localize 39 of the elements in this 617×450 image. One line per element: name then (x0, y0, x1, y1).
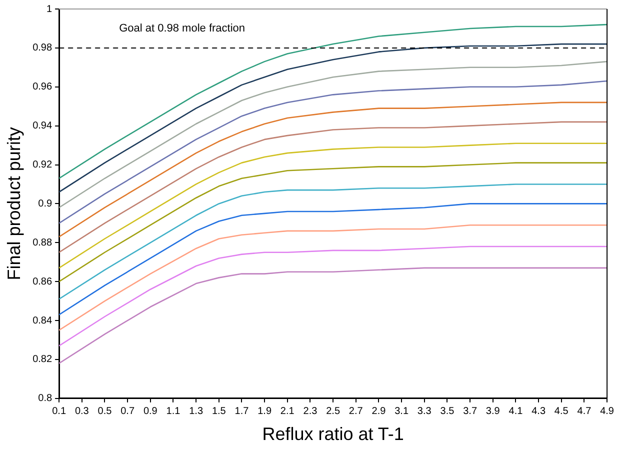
y-tick-label: 0.98 (32, 42, 52, 54)
x-tick-label: 4.7 (577, 406, 592, 418)
x-tick-label: 1.1 (166, 406, 181, 418)
x-tick-label: 0.1 (52, 406, 66, 418)
y-tick-label: 0.88 (32, 237, 52, 248)
x-tick-label: 0.7 (120, 406, 135, 418)
x-tick-label: 4.3 (532, 406, 546, 418)
x-tick-label: 4.5 (554, 406, 569, 418)
x-tick-label: 0.9 (143, 406, 158, 418)
y-axis-title: Final product purity (4, 127, 24, 280)
x-tick-label: 1.9 (258, 406, 272, 418)
y-tick-label: 0.82 (32, 354, 52, 366)
x-tick-label: 4.1 (508, 406, 524, 418)
x-tick-label: 2.7 (348, 406, 364, 418)
y-tick-label: 0.9 (38, 198, 52, 210)
x-axis-title: Reflux ratio at T-1 (262, 424, 404, 444)
x-tick-label: 2.9 (372, 406, 386, 418)
y-tick-label: 0.94 (32, 120, 52, 132)
x-tick-label: 3.7 (463, 406, 478, 418)
ref-line-label: Goal at 0.98 mole fraction (119, 22, 246, 34)
y-tick-label: 1 (46, 4, 52, 15)
x-tick-label: 3.9 (486, 406, 500, 418)
x-tick-label: 1.7 (234, 406, 250, 418)
y-tick-label: 0.8 (38, 393, 52, 404)
x-tick-label: 0.3 (74, 406, 90, 418)
x-tick-label: 2.3 (303, 406, 318, 418)
y-tick-label: 0.86 (32, 276, 52, 288)
x-tick-label: 1.5 (212, 406, 226, 418)
x-tick-label: 0.5 (98, 406, 112, 418)
y-tick-label: 0.84 (32, 315, 52, 326)
y-tick-label: 0.96 (32, 82, 52, 93)
x-tick-label: 3.3 (417, 406, 432, 418)
x-tick-label: 3.5 (440, 406, 455, 418)
y-tick-label: 0.92 (32, 160, 52, 171)
x-tick-label: 2.5 (326, 406, 340, 418)
x-tick-label: 1.3 (189, 406, 204, 418)
x-tick-label: 4.9 (600, 406, 614, 418)
x-tick-label: 3.1 (394, 406, 409, 418)
x-tick-label: 2.1 (280, 406, 295, 418)
